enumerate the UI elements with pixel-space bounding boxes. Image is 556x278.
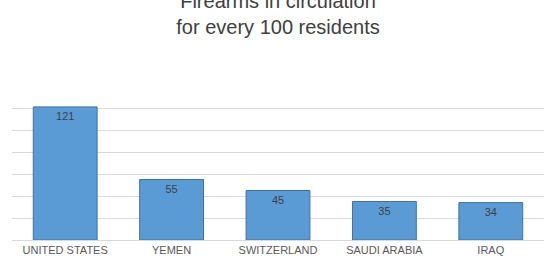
svg-text:35: 35 bbox=[378, 205, 390, 217]
svg-text:Firearms in circulationfor eve: Firearms in circulationfor every 100 res… bbox=[176, 0, 379, 38]
svg-text:SWITZERLAND: SWITZERLAND bbox=[239, 244, 318, 256]
svg-text:34: 34 bbox=[485, 206, 497, 218]
svg-text:SAUDI ARABIA: SAUDI ARABIA bbox=[346, 244, 423, 256]
svg-text:YEMEN: YEMEN bbox=[152, 244, 191, 256]
svg-text:IRAQ: IRAQ bbox=[477, 244, 504, 256]
svg-text:121: 121 bbox=[56, 110, 74, 122]
svg-text:UNITED STATES: UNITED STATES bbox=[23, 244, 108, 256]
svg-text:55: 55 bbox=[165, 183, 177, 195]
svg-text:45: 45 bbox=[272, 194, 284, 206]
